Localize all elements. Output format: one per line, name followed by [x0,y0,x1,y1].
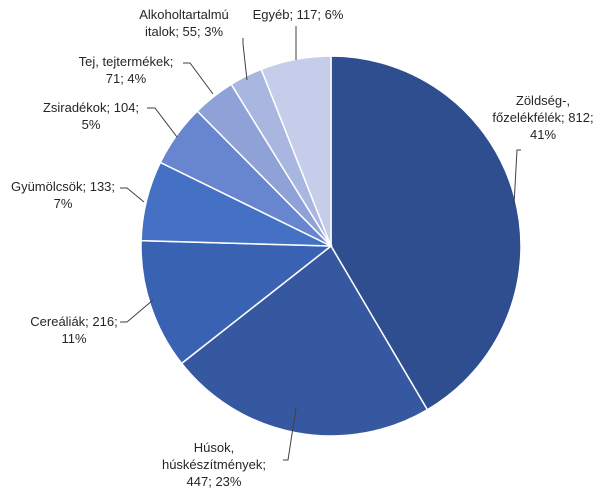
slice-label-5: Tej, tejtermékek; 71; 4% [79,54,174,86]
slice-labels: Zöldség-, főzelékfélék; 812; 41% Húsok, húsk… [11,7,594,489]
leader-line-5 [183,62,214,95]
slice-label-line: Zsiradékok; 104; [43,100,139,115]
slice-label-line: 5% [82,117,101,132]
slice-label-4: Zsiradékok; 104; 5% [43,100,139,132]
leader-line-0 [513,149,521,206]
slice-label-line: húskészítmények; [162,457,266,472]
slice-label-line: 7% [54,196,73,211]
slice-label-line: 41% [530,127,556,142]
slice-label-line: 447; 23% [187,474,242,489]
slice-label-line: Zöldség-, [516,93,570,108]
slice-label-2: Cereáliák; 216; 11% [30,314,117,346]
slice-label-line: Alkoholtartalmú [139,7,229,22]
pie-slices [140,55,522,437]
slice-label-6: Alkoholtartalmú italok; 55; 3% [139,7,229,39]
slice-label-line: Gyümölcsök; 133; [11,179,115,194]
slice-label-1: Húsok, húskészítmények; 447; 23% [162,440,266,489]
pie-slice-2 [140,239,334,365]
slice-label-line: főzelékfélék; 812; [492,110,593,125]
leader-line-1 [283,407,297,461]
leader-line-3 [120,187,145,203]
slice-label-7: Egyéb; 117; 6% [253,7,344,22]
leader-line-6 [242,38,248,81]
leader-line-4 [147,107,178,138]
slice-label-line: Cereáliák; 216; [30,314,117,329]
slice-label-line: Egyéb; 117; 6% [253,7,344,22]
slice-label-3: Gyümölcsök; 133; 7% [11,179,115,211]
leader-line-2 [120,299,154,323]
slice-label-line: Húsok, [194,440,234,455]
pie-slice-1 [180,244,429,437]
leader-lines [120,26,521,461]
slice-label-line: italok; 55; 3% [145,24,223,39]
slice-label-line: Tej, tejtermékek; [79,54,174,69]
slice-label-0: Zöldség-, főzelékfélék; 812; 41% [492,93,593,142]
slice-label-line: 11% [61,331,86,346]
slice-label-line: 71; 4% [106,71,147,86]
